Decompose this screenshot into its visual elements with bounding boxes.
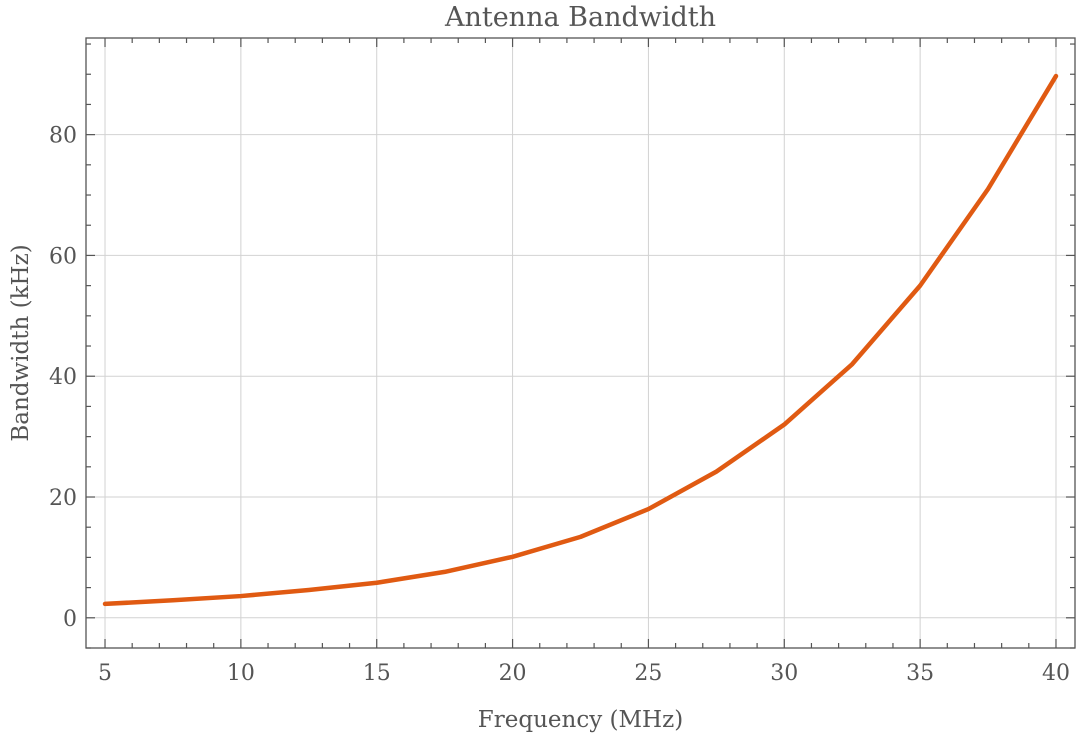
x-tick-label: 30	[770, 661, 798, 686]
series-layer	[102, 73, 1059, 607]
x-tick-label: 5	[98, 661, 112, 686]
grid-lines	[86, 38, 1075, 648]
bandwidth-series-line	[102, 73, 1059, 607]
chart-title: Antenna Bandwidth	[444, 2, 716, 33]
x-axis-label: Frequency (MHz)	[478, 707, 683, 733]
y-tick-label: 0	[63, 607, 77, 632]
x-tick-label: 20	[499, 661, 527, 686]
y-tick-label: 60	[49, 244, 77, 269]
y-axis-label: Bandwidth (kHz)	[8, 244, 34, 441]
axis-ticks	[86, 38, 1075, 649]
x-tick-label: 35	[906, 661, 934, 686]
x-tick-label: 25	[634, 661, 662, 686]
y-tick-label: 40	[49, 365, 77, 390]
x-tick-label: 40	[1042, 661, 1070, 686]
x-tick-label: 15	[363, 661, 391, 686]
plot-frame	[85, 37, 1076, 649]
tick-labels: 5 10 15 20 25 30 35 40 0 20 40 60 80	[49, 124, 1070, 686]
x-tick-label: 10	[227, 661, 255, 686]
y-tick-label: 20	[49, 486, 77, 511]
y-tick-label: 80	[49, 124, 77, 149]
